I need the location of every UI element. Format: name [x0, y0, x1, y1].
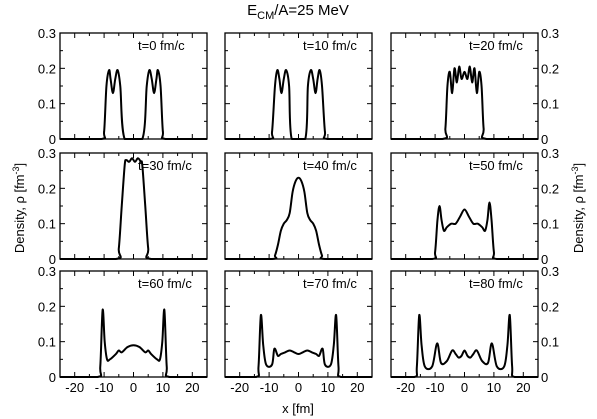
y-axis-label-right-text: Density, ρ [fm	[571, 174, 586, 253]
y-tick-label: 0.2	[541, 299, 559, 314]
panel: -20 -10 0 10 20 0 0.1 0.2 0.3 t=60 fm/c	[38, 264, 208, 395]
panel-frame	[59, 32, 208, 140]
x-tick-label: -10	[426, 380, 445, 395]
panel: 0 0.1 0.2 0.3 t=30 fm/c	[38, 146, 208, 267]
x-tick-label: -20	[396, 380, 415, 395]
density-curve	[391, 201, 538, 260]
y-tick-label: 0	[541, 370, 548, 385]
density-curve	[60, 68, 207, 140]
panel-time-label: t=20 fm/c	[469, 38, 523, 53]
x-tick-label: -20	[65, 380, 84, 395]
x-tick-label: 0	[461, 380, 468, 395]
panel-time-label: t=50 fm/c	[469, 158, 523, 173]
y-tick-label: 0.3	[38, 264, 56, 279]
y-tick-label: 0	[541, 132, 548, 147]
y-tick-label: 0.3	[541, 264, 559, 279]
density-curve	[391, 65, 538, 140]
y-tick-label: 0.3	[38, 146, 56, 161]
y-tick-label: 0.3	[38, 26, 56, 41]
y-tick-label: 0	[49, 132, 56, 147]
panel-grid: 0 0.1 0.2 0.3 t=0 fm/c t=10 fm/c 0 0.1 0.2 0.3 t=2…	[38, 26, 559, 395]
panel: -20 -10 0 10 20 0 0.1 0.2 0.3 t=80 fm/c	[390, 264, 559, 395]
density-curve	[225, 176, 372, 260]
y-axis-label-right-exponent: -3	[570, 166, 580, 174]
panel-time-label: t=40 fm/c	[303, 158, 357, 173]
x-tick-label: 20	[516, 380, 530, 395]
x-tick-label: -10	[260, 380, 279, 395]
panel-time-label: t=30 fm/c	[138, 158, 192, 173]
x-tick-label: 10	[156, 380, 170, 395]
y-tick-label: 0	[541, 252, 548, 267]
panel: t=10 fm/c	[224, 32, 373, 140]
y-tick-label: 0.2	[38, 181, 56, 196]
panel: 0 0.1 0.2 0.3 t=20 fm/c	[390, 26, 559, 147]
x-tick-label: 20	[185, 380, 199, 395]
panel: -20 -10 0 10 20 t=70 fm/c	[224, 270, 373, 395]
y-tick-label: 0.1	[38, 97, 56, 112]
panel-time-label: t=70 fm/c	[303, 276, 357, 291]
panel-time-label: t=10 fm/c	[303, 38, 357, 53]
x-tick-label: 10	[487, 380, 501, 395]
y-axis-label-right: Density, ρ [fm-3]	[570, 163, 586, 253]
y-tick-label: 0.1	[541, 97, 559, 112]
y-tick-label: 0.2	[38, 61, 56, 76]
y-tick-label: 0.1	[38, 335, 56, 350]
y-tick-label: 0.1	[541, 335, 559, 350]
y-tick-label: 0.2	[541, 181, 559, 196]
y-tick-label: 0.2	[541, 61, 559, 76]
y-axis-label-left: Density, ρ [fm-3]	[11, 163, 27, 253]
y-tick-label: 0	[49, 252, 56, 267]
density-curve	[391, 314, 538, 378]
x-tick-label: 20	[350, 380, 364, 395]
x-tick-label: 0	[295, 380, 302, 395]
panel-time-label: t=0 fm/c	[138, 38, 185, 53]
x-tick-label: 0	[130, 380, 137, 395]
y-axis-label-left-text: Density, ρ [fm	[12, 174, 27, 253]
x-tick-label: -20	[230, 380, 249, 395]
y-axis-label-left-exponent: -3	[11, 166, 21, 174]
y-tick-label: 0	[49, 370, 56, 385]
y-tick-label: 0.2	[38, 299, 56, 314]
panel-time-label: t=60 fm/c	[138, 276, 192, 291]
x-tick-label: -10	[95, 380, 114, 395]
figure-title: ECM/A=25 MeV	[247, 2, 349, 22]
title-main: E	[247, 2, 257, 19]
density-curve	[225, 314, 372, 378]
panel: 0 0.1 0.2 0.3 t=0 fm/c	[38, 26, 208, 147]
density-curve	[60, 157, 207, 260]
title-rest: /A=25 MeV	[274, 2, 349, 19]
x-tick-label: 10	[321, 380, 335, 395]
density-curve	[60, 308, 207, 378]
y-tick-label: 0.1	[38, 217, 56, 232]
y-axis-label-right-close: ]	[571, 163, 586, 167]
y-tick-label: 0.3	[541, 26, 559, 41]
panel: t=40 fm/c	[224, 152, 373, 260]
density-curve	[225, 68, 372, 140]
x-axis-label: x [fm]	[282, 401, 314, 416]
y-axis-label-left-close: ]	[12, 163, 27, 167]
panel-time-label: t=80 fm/c	[469, 276, 523, 291]
y-tick-label: 0.1	[541, 217, 559, 232]
y-tick-label: 0.3	[541, 146, 559, 161]
panel: 0 0.1 0.2 0.3 t=50 fm/c	[390, 146, 559, 267]
title-subscript: CM	[257, 10, 274, 22]
